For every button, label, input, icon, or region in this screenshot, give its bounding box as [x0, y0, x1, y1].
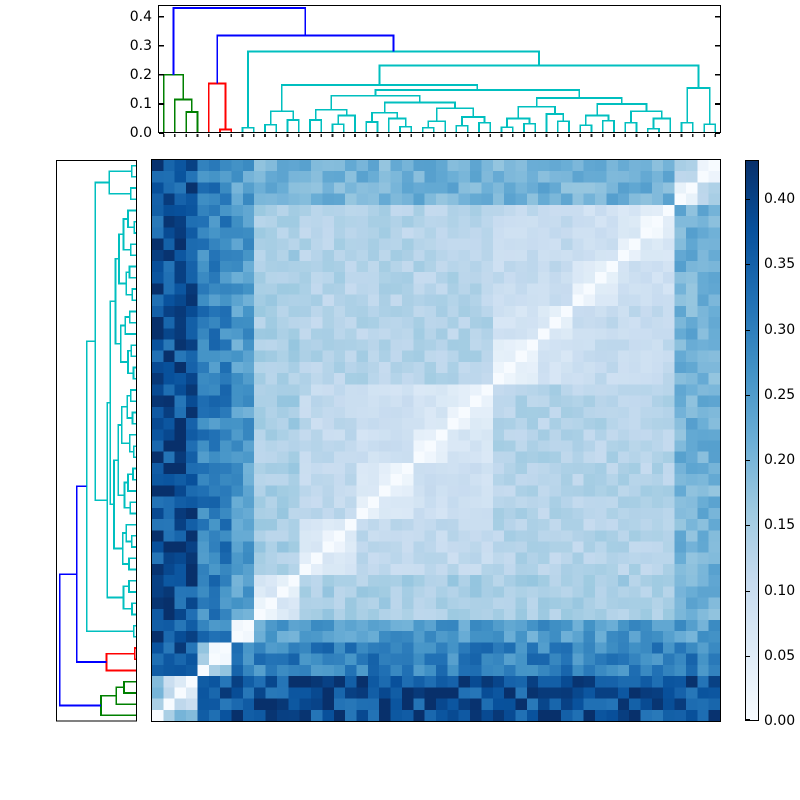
top-dendrogram-y-tick-label: 0.0 [129, 125, 152, 141]
dendrogram-link [128, 579, 137, 593]
top-dendrogram-y-tick-label: 0.4 [129, 8, 152, 25]
dendrogram-link [309, 119, 323, 133]
colorbar-tick [746, 719, 750, 720]
dendrogram-link [130, 344, 137, 358]
dendrogram-link [247, 50, 540, 128]
colorbar-tick-label: 0.30 [764, 321, 796, 338]
dendrogram-link [286, 119, 300, 133]
colorbar-tick [746, 264, 750, 266]
dendrogram-link [630, 110, 663, 123]
dendrogram-link [172, 7, 307, 75]
colorbar-tick [746, 460, 750, 462]
top-dendrogram-y-tick-label: 0.3 [129, 37, 152, 54]
colorbar [745, 160, 759, 721]
dendrogram-link [123, 680, 137, 694]
dendrogram-link [461, 116, 486, 126]
dendrogram-link [264, 124, 278, 133]
dendrogram-link [517, 105, 556, 119]
dendrogram-link [108, 170, 132, 195]
dendrogram-link [100, 694, 137, 717]
dendrogram-link [478, 121, 492, 133]
dendrogram-link [601, 119, 615, 133]
dendrogram-link [127, 209, 137, 229]
dendrogram-link [703, 123, 717, 133]
dendrogram-link [624, 121, 638, 133]
colorbar-tick-label: 0.10 [764, 582, 796, 599]
colorbar-tick-label: 0.40 [764, 191, 796, 208]
colorbar-tick-label: 0.05 [764, 647, 796, 664]
dendrogram-link [281, 84, 479, 112]
dendrogram-link [506, 117, 531, 128]
dendrogram-link [120, 405, 130, 445]
dendrogram-link [115, 686, 137, 706]
dendrogram-link [427, 120, 446, 133]
colorbar-tick [746, 655, 750, 657]
heatmap-matrix [151, 159, 721, 722]
colorbar-tick [746, 590, 750, 592]
dendrogram-link [124, 316, 137, 335]
colorbar-tick [746, 199, 750, 201]
colorbar-tick [746, 329, 750, 331]
dendrogram-link [596, 103, 648, 116]
colorbar-tick [746, 525, 750, 527]
dendrogram-link [162, 73, 185, 133]
top-dendrogram-y-tick-label: 0.2 [129, 66, 152, 83]
dendrogram-link [500, 126, 514, 133]
dendrogram-link [128, 310, 137, 324]
dendrogram-link [269, 110, 294, 125]
colorbar-tick-label: 0.20 [764, 452, 796, 469]
dendrogram-link [130, 164, 137, 178]
dendrogram-link [556, 120, 570, 133]
dendrogram-link [680, 121, 694, 133]
dendrogram-link [174, 98, 193, 133]
dendrogram-link [119, 324, 128, 363]
dendrogram-link [535, 97, 623, 107]
dendrogram-link [374, 89, 581, 99]
dendrogram-link [387, 117, 407, 133]
dendrogram-link [652, 117, 672, 133]
dendrogram-link [435, 107, 475, 122]
dendrogram-link [128, 265, 137, 279]
dendrogram-link [207, 82, 227, 133]
dendrogram-link [130, 535, 137, 548]
dendrogram-link [122, 218, 131, 251]
dendrogram-link [331, 123, 345, 133]
dendrogram-link [216, 34, 395, 84]
dendrogram-link [131, 602, 137, 616]
axes-border [56, 160, 137, 722]
dendrogram-link [378, 64, 700, 88]
dendrogram-link [185, 111, 199, 133]
dendrogram-link [523, 122, 537, 133]
dendrogram-link [421, 126, 435, 133]
dendrogram-link [241, 126, 255, 133]
dendrogram-link [455, 124, 469, 133]
colorbar-tick-label: 0.00 [764, 713, 796, 729]
dendrogram-link [105, 652, 137, 672]
top-dendrogram [158, 5, 721, 137]
dendrogram-link [118, 233, 127, 285]
colorbar-tick-label: 0.35 [764, 256, 796, 273]
top-dendrogram-y-tick-label: 0.1 [129, 95, 152, 112]
colorbar-tick-label: 0.25 [764, 386, 796, 403]
dendrogram-link [686, 87, 711, 125]
dendrogram-link [128, 557, 137, 571]
colorbar-tick [746, 394, 750, 396]
dendrogram-link [371, 111, 399, 122]
colorbar-tick-label: 0.15 [764, 517, 796, 534]
dendrogram-link [106, 401, 124, 599]
dendrogram-link [129, 501, 137, 515]
dendrogram-link [75, 485, 107, 663]
dendrogram-link [122, 585, 132, 610]
dendrogram-link [58, 573, 101, 707]
left-dendrogram [56, 160, 137, 722]
dendrogram-link [365, 121, 379, 133]
axes-border [158, 5, 721, 133]
dendrogram-link [545, 113, 565, 133]
dendrogram-link [579, 124, 593, 133]
